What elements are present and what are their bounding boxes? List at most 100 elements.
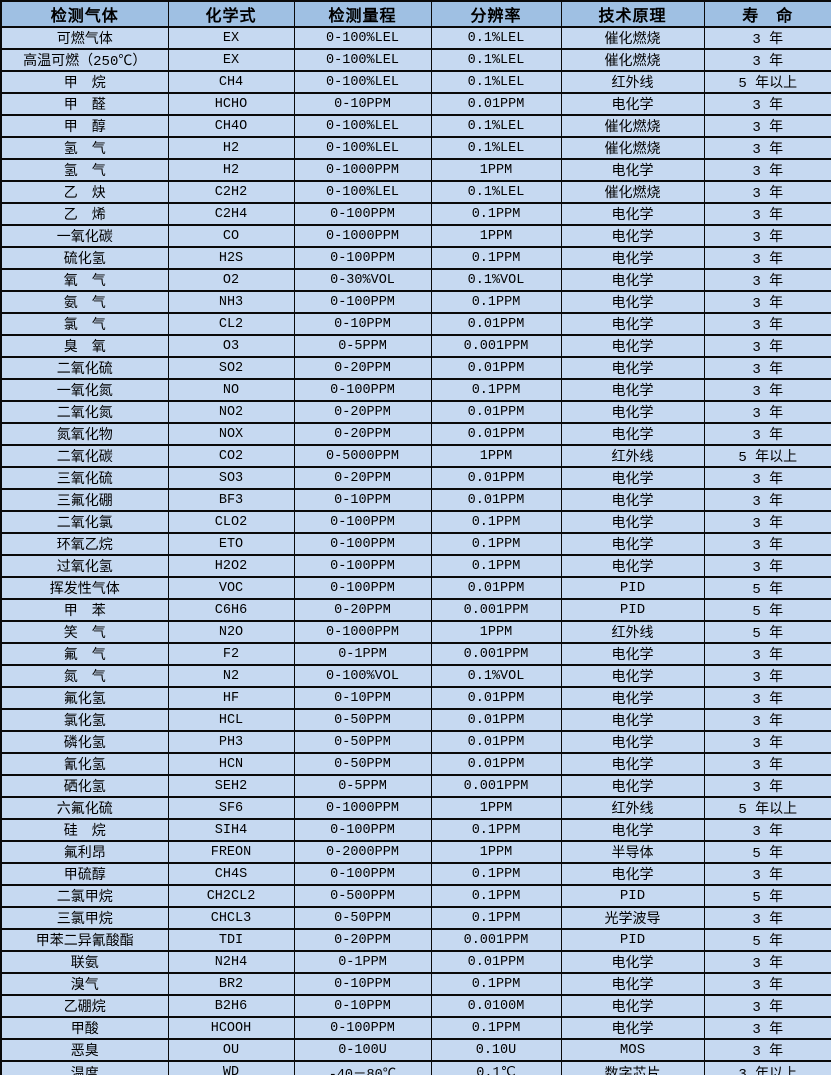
table-row: 三氧化硫 SO3 0-20PPM 0.01PPM 电化学 3 年	[0, 466, 831, 490]
range-cell: 0-100PPM	[293, 818, 432, 842]
gas-cell: 磷化氢	[0, 730, 169, 754]
table-row: 二氧化氮 NO2 0-20PPM 0.01PPM 电化学 3 年	[0, 400, 831, 424]
principle-cell: 电化学	[560, 488, 705, 512]
life-cell: 3 年	[703, 400, 831, 424]
life-cell: 3 年	[703, 268, 831, 292]
formula-cell: O3	[167, 334, 295, 358]
principle-cell: 红外线	[560, 444, 705, 468]
resolution-cell: 0.001PPM	[430, 598, 562, 622]
formula-cell: OU	[167, 1038, 295, 1062]
range-cell: 0-5PPM	[293, 774, 432, 798]
table-row: 氢 气 H2 0-1000PPM 1PPM 电化学 3 年	[0, 158, 831, 182]
gas-cell: 三氟化硼	[0, 488, 169, 512]
principle-cell: 电化学	[560, 554, 705, 578]
range-cell: 0-10PPM	[293, 312, 432, 336]
resolution-cell: 0.01PPM	[430, 950, 562, 974]
range-cell: 0-100%VOL	[293, 664, 432, 688]
gas-cell: 高温可燃（250℃）	[0, 48, 169, 72]
principle-cell: PID	[560, 928, 705, 952]
gas-cell: 二氧化硫	[0, 356, 169, 380]
table-row: 氯 气 CL2 0-10PPM 0.01PPM 电化学 3 年	[0, 312, 831, 336]
life-cell: 3 年	[703, 378, 831, 402]
table-row: 高温可燃（250℃） EX 0-100%LEL 0.1%LEL 催化燃烧 3 年	[0, 48, 831, 72]
range-cell: 0-1000PPM	[293, 796, 432, 820]
life-cell: 3 年	[703, 246, 831, 270]
principle-cell: 电化学	[560, 752, 705, 776]
resolution-cell: 0.01PPM	[430, 576, 562, 600]
table-row: 乙 炔 C2H2 0-100%LEL 0.1%LEL 催化燃烧 3 年	[0, 180, 831, 204]
range-cell: 0-20PPM	[293, 928, 432, 952]
life-cell: 3 年	[703, 950, 831, 974]
principle-cell: 红外线	[560, 620, 705, 644]
resolution-cell: 0.1PPM	[430, 972, 562, 996]
life-cell: 5 年	[703, 598, 831, 622]
gas-cell: 硅 烷	[0, 818, 169, 842]
gas-cell: 笑 气	[0, 620, 169, 644]
table-row: 硅 烷 SIH4 0-100PPM 0.1PPM 电化学 3 年	[0, 818, 831, 842]
principle-cell: 电化学	[560, 202, 705, 226]
resolution-cell: 0.01PPM	[430, 686, 562, 710]
life-cell: 5 年以上	[703, 796, 831, 820]
formula-cell: NOX	[167, 422, 295, 446]
formula-cell: SIH4	[167, 818, 295, 842]
gas-cell: 甲 醇	[0, 114, 169, 138]
gas-cell: 甲酸	[0, 1016, 169, 1040]
gas-cell: 挥发性气体	[0, 576, 169, 600]
formula-cell: CH4O	[167, 114, 295, 138]
resolution-cell: 0.1PPM	[430, 906, 562, 930]
life-cell: 3 年	[703, 708, 831, 732]
resolution-cell: 0.01PPM	[430, 312, 562, 336]
principle-cell: 电化学	[560, 730, 705, 754]
range-cell: 0-100%LEL	[293, 48, 432, 72]
table-row: 氟 气 F2 0-1PPM 0.001PPM 电化学 3 年	[0, 642, 831, 666]
table-row: 氯化氢 HCL 0-50PPM 0.01PPM 电化学 3 年	[0, 708, 831, 732]
resolution-cell: 0.1℃	[430, 1060, 562, 1075]
formula-cell: FREON	[167, 840, 295, 864]
column-header-gas: 检测气体	[0, 0, 169, 28]
table-row: 氧 气 O2 0-30%VOL 0.1%VOL 电化学 3 年	[0, 268, 831, 292]
table-row: 甲 醛 HCHO 0-10PPM 0.01PPM 电化学 3 年	[0, 92, 831, 116]
table-row: 氰化氢 HCN 0-50PPM 0.01PPM 电化学 3 年	[0, 752, 831, 776]
principle-cell: 电化学	[560, 818, 705, 842]
gas-cell: 三氯甲烷	[0, 906, 169, 930]
resolution-cell: 0.1PPM	[430, 202, 562, 226]
principle-cell: 数字芯片	[560, 1060, 705, 1075]
formula-cell: B2H6	[167, 994, 295, 1018]
range-cell: 0-30%VOL	[293, 268, 432, 292]
gas-cell: 乙 炔	[0, 180, 169, 204]
table-row: 甲 烷 CH4 0-100%LEL 0.1%LEL 红外线 5 年以上	[0, 70, 831, 94]
principle-cell: 催化燃烧	[560, 26, 705, 50]
formula-cell: BF3	[167, 488, 295, 512]
gas-cell: 氧 气	[0, 268, 169, 292]
resolution-cell: 0.1PPM	[430, 378, 562, 402]
formula-cell: NO2	[167, 400, 295, 424]
formula-cell: NH3	[167, 290, 295, 314]
resolution-cell: 1PPM	[430, 444, 562, 468]
resolution-cell: 0.1%LEL	[430, 48, 562, 72]
resolution-cell: 0.10U	[430, 1038, 562, 1062]
life-cell: 3 年	[703, 48, 831, 72]
formula-cell: H2	[167, 136, 295, 160]
life-cell: 3 年	[703, 26, 831, 50]
principle-cell: 光学波导	[560, 906, 705, 930]
table-row: 氨 气 NH3 0-100PPM 0.1PPM 电化学 3 年	[0, 290, 831, 314]
range-cell: 0-100PPM	[293, 862, 432, 886]
resolution-cell: 0.1%VOL	[430, 664, 562, 688]
gas-cell: 一氧化氮	[0, 378, 169, 402]
life-cell: 3 年	[703, 356, 831, 380]
resolution-cell: 1PPM	[430, 224, 562, 248]
resolution-cell: 1PPM	[430, 840, 562, 864]
life-cell: 3 年	[703, 334, 831, 358]
life-cell: 3 年	[703, 686, 831, 710]
formula-cell: N2H4	[167, 950, 295, 974]
gas-cell: 甲 醛	[0, 92, 169, 116]
gas-cell: 氯 气	[0, 312, 169, 336]
range-cell: 0-20PPM	[293, 466, 432, 490]
table-row: 磷化氢 PH3 0-50PPM 0.01PPM 电化学 3 年	[0, 730, 831, 754]
gas-cell: 二氯甲烷	[0, 884, 169, 908]
gas-cell: 氮 气	[0, 664, 169, 688]
range-cell: 0-10PPM	[293, 972, 432, 996]
gas-cell: 硫化氢	[0, 246, 169, 270]
formula-cell: CL2	[167, 312, 295, 336]
range-cell: 0-100PPM	[293, 510, 432, 534]
